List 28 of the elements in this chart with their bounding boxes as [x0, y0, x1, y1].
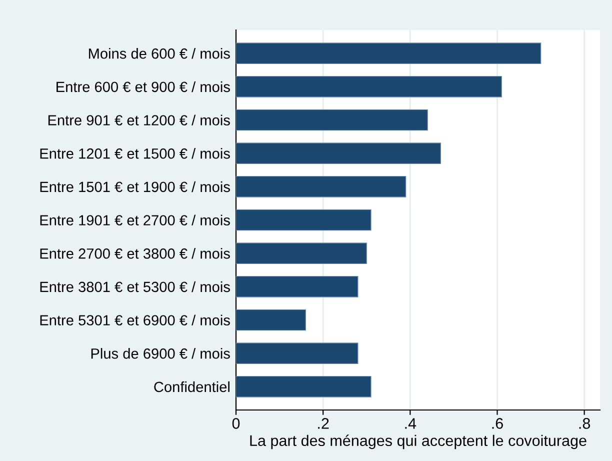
- y-tick-label: Confidentiel: [154, 381, 230, 392]
- bar: [236, 109, 428, 131]
- x-tick-label: 0: [232, 418, 240, 429]
- y-tick-label: Entre 3801 € et 5300 € / mois: [40, 281, 230, 292]
- y-tick-label: Plus de 6900 € / mois: [91, 348, 230, 359]
- x-tick-label: .8: [579, 418, 590, 429]
- x-tick-label: .4: [405, 418, 416, 429]
- bar: [236, 342, 358, 364]
- bar: [236, 276, 358, 298]
- bar: [236, 76, 502, 98]
- bar: [236, 209, 372, 231]
- y-tick-label: Entre 1901 € et 2700 € / mois: [40, 214, 230, 226]
- bar: [236, 242, 367, 264]
- y-tick-label: Entre 1501 € et 1900 € / mois: [40, 181, 230, 192]
- y-tick-label: Moins de 600 € / mois: [88, 48, 230, 59]
- y-tick-label: Entre 2700 € et 3800 € / mois: [40, 248, 230, 259]
- x-tick-label: .6: [492, 418, 503, 429]
- y-tick-label: Entre 5301 € et 6900 € / mois: [40, 314, 230, 326]
- bar: [236, 176, 406, 198]
- bar: [236, 142, 441, 164]
- x-axis-title: La part des ménages qui acceptent le covoiturage: [250, 434, 586, 450]
- bar: [236, 42, 542, 64]
- bar: [236, 376, 372, 398]
- x-tick-label: .2: [318, 418, 329, 429]
- bar: [236, 309, 306, 331]
- y-tick-label: Entre 600 € et 900 € / mois: [56, 81, 230, 92]
- y-tick-label: Entre 901 € et 1200 € / mois: [48, 114, 230, 126]
- y-tick-label: Entre 1201 € et 1500 € / mois: [40, 148, 230, 159]
